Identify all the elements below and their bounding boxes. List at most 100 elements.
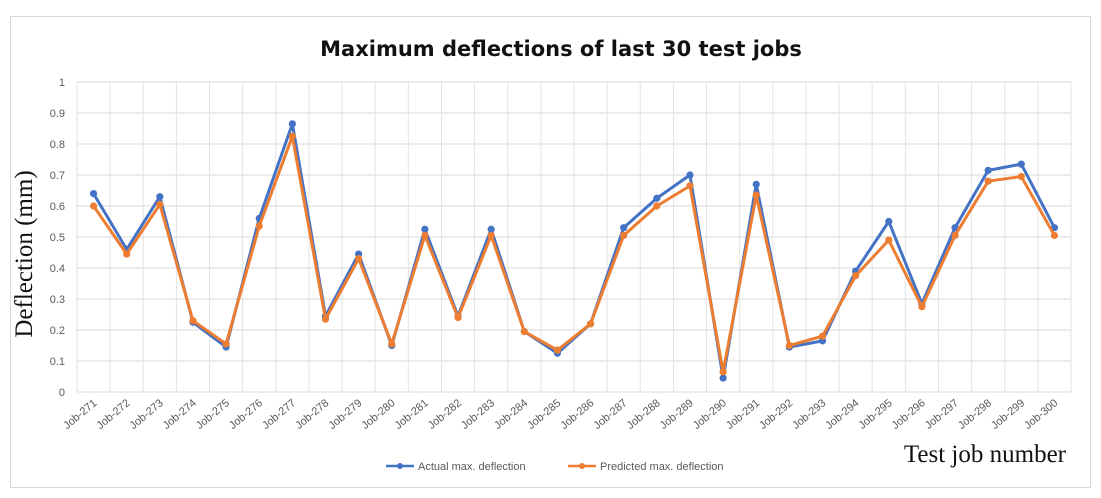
data-point [421,225,429,233]
y-tick-label: 0.5 [50,232,65,244]
data-point [852,272,860,280]
y-tick-label: 0.4 [50,263,65,275]
data-point [818,332,827,340]
x-tick-label: Job-296 [890,397,928,432]
chart-frame [10,16,1091,488]
data-point [156,200,164,209]
y-tick-label: 0.3 [50,294,65,306]
data-point [89,190,98,198]
data-point [255,222,263,230]
x-tick-label: Job-298 [956,397,994,432]
x-tick-label: Job-271 [61,397,99,432]
data-point [421,231,429,240]
x-tick-label: Job-277 [260,397,298,432]
data-point [752,180,760,188]
x-tick-label: Job-288 [625,397,663,432]
data-point [487,231,495,240]
data-point [752,191,760,199]
y-tick-label: 0.9 [50,108,65,120]
data-point [355,255,363,263]
x-axis-label: Test job number [904,441,1067,468]
data-point [454,314,462,322]
data-point [156,193,164,201]
x-tick-label: Job-299 [989,397,1027,432]
x-axis-ticks: Job-271Job-272Job-273Job-274Job-275Job-2… [61,397,1060,432]
chart-title: Maximum deflections of last 30 test jobs [320,37,802,61]
x-tick-label: Job-273 [128,397,166,432]
x-tick-label: Job-292 [757,397,795,432]
x-tick-label: Job-300 [1022,397,1060,432]
y-tick-label: 0.6 [50,201,65,213]
data-point [1017,160,1025,168]
y-tick-label: 0.2 [50,325,65,337]
y-tick-label: 0.8 [50,139,65,151]
x-tick-label: Job-286 [558,397,596,432]
data-point [984,177,992,185]
legend-marker-predicted [579,463,585,469]
x-tick-label: Job-276 [227,397,265,432]
data-point [487,225,495,233]
data-point [719,374,727,382]
y-tick-label: 1 [59,77,65,89]
data-point [189,317,197,325]
x-tick-label: Job-295 [857,397,895,432]
data-point [686,182,694,190]
x-tick-label: Job-291 [724,397,762,432]
x-tick-label: Job-289 [658,397,696,432]
data-point [553,346,562,354]
x-tick-label: Job-287 [591,397,629,432]
y-tick-label: 0 [59,387,65,399]
data-point [785,341,793,350]
x-tick-label: Job-275 [194,397,232,432]
data-point [653,202,661,210]
x-tick-label: Job-274 [161,397,199,432]
data-point [520,327,528,336]
data-point [321,315,330,323]
data-point [1050,231,1059,240]
x-tick-label: Job-294 [823,397,861,432]
x-tick-label: Job-279 [326,397,364,432]
x-tick-label: Job-281 [393,397,431,432]
x-tick-label: Job-297 [923,397,961,432]
data-point [951,231,959,240]
y-tick-label: 0.7 [50,170,65,182]
data-point [719,368,727,376]
x-tick-label: Job-284 [492,397,530,432]
x-tick-label: Job-293 [790,397,828,432]
data-point [885,217,893,226]
x-tick-label: Job-290 [691,397,729,432]
y-axis-ticks: 0 0.1 0.2 0.3 0.4 0.5 0.6 0.7 0.8 0.9 1 [50,77,65,399]
legend-label-actual: Actual max. deflection [418,461,526,473]
y-axis-label: Deflection (mm) [11,170,38,337]
x-tick-label: Job-283 [459,397,497,432]
data-point [89,202,98,210]
series-lines [89,120,1059,382]
series-line [92,134,1056,374]
x-tick-label: Job-282 [426,397,464,432]
data-point [586,320,595,328]
x-tick-label: Job-278 [293,397,331,432]
series-predicted [89,132,1059,376]
legend: Actual max. deflection Predicted max. de… [386,461,724,473]
data-point [288,120,296,128]
x-tick-label: Job-272 [94,397,132,432]
y-tick-label: 0.1 [50,356,65,368]
data-point [222,340,230,348]
data-point [653,194,661,202]
grid [76,81,1072,393]
x-tick-label: Job-280 [360,397,398,432]
data-point [288,132,296,140]
legend-label-predicted: Predicted max. deflection [600,461,724,473]
data-point [918,303,926,311]
data-point [1017,172,1025,181]
data-point [885,236,893,244]
data-point [984,166,992,174]
data-point [620,224,628,232]
data-point [686,171,694,179]
data-point [388,340,396,348]
data-point [123,250,131,258]
x-tick-label: Job-285 [525,397,563,432]
data-point [620,231,628,240]
legend-marker-actual [397,463,403,469]
